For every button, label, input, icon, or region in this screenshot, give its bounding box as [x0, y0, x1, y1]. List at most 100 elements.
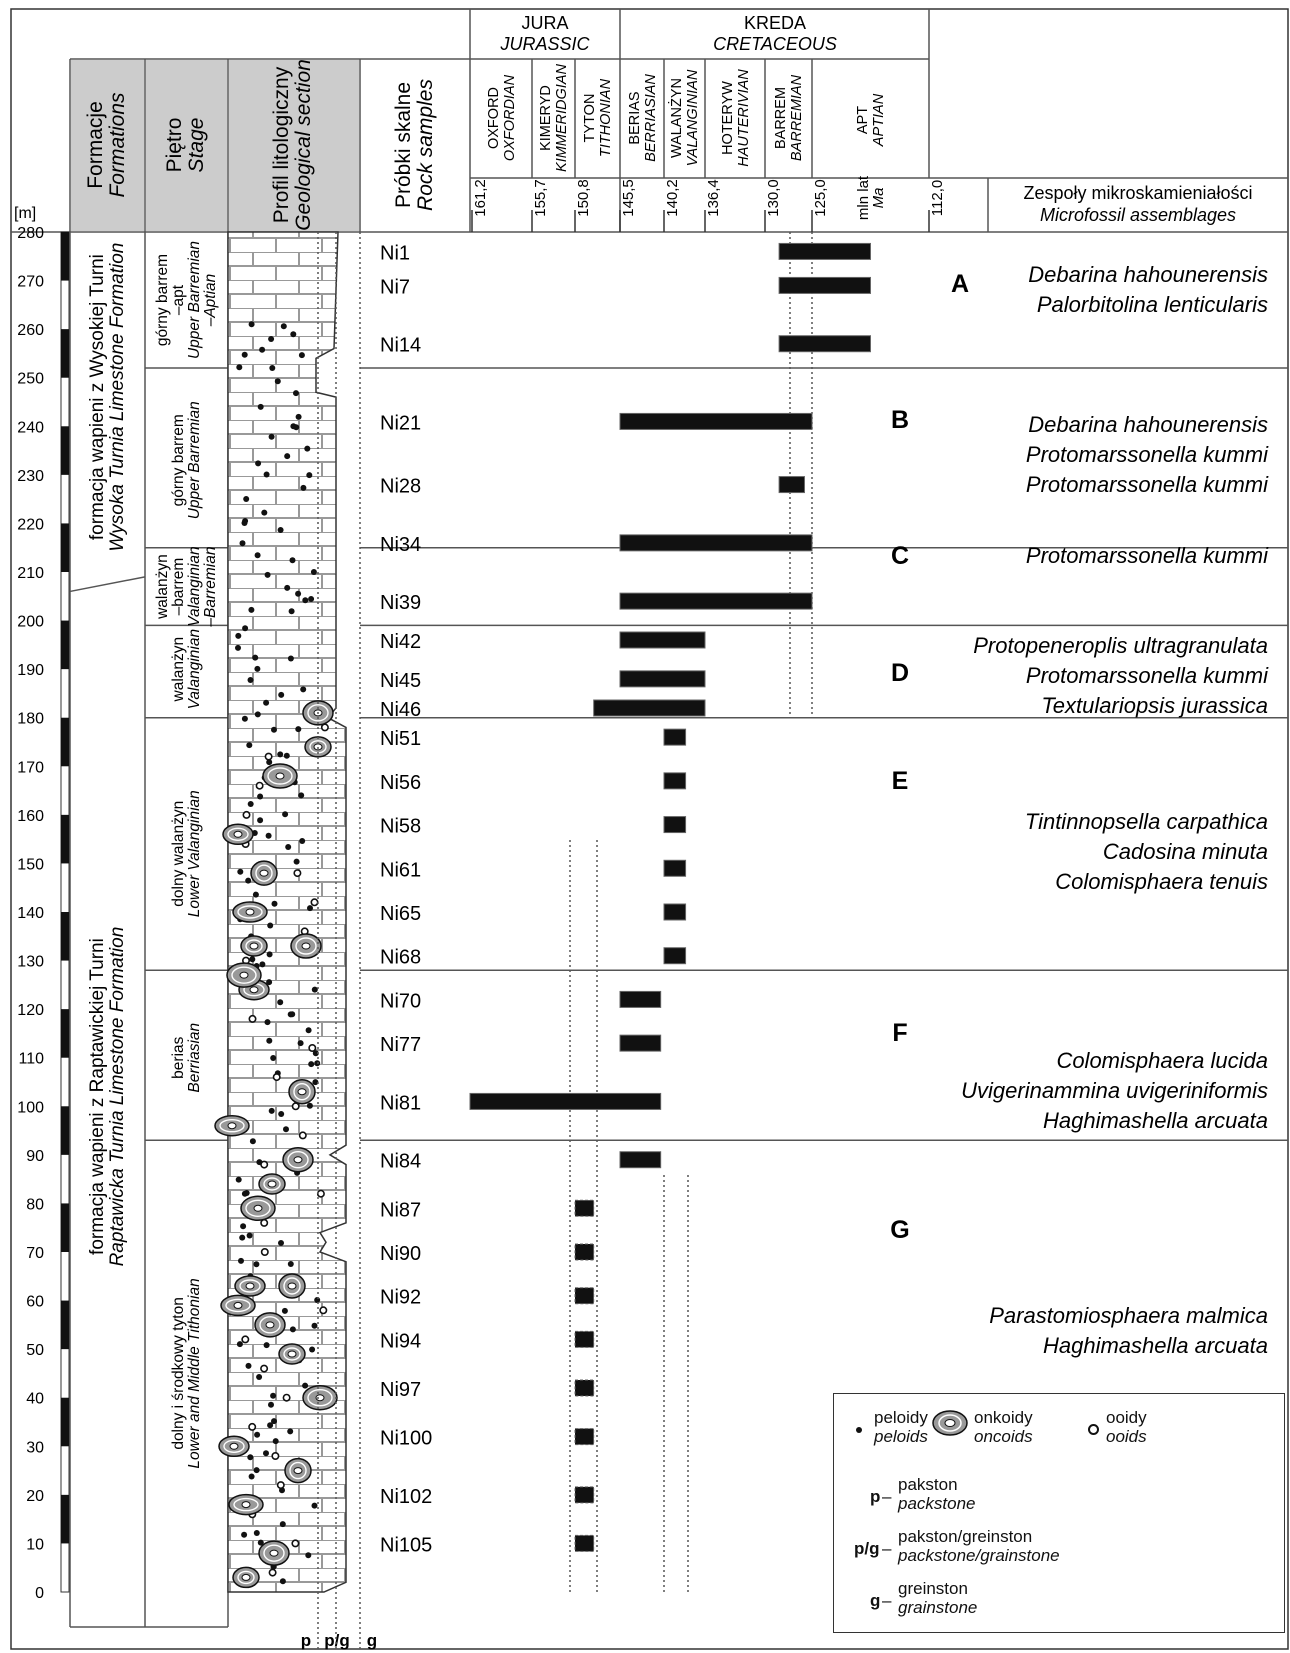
oncoid [288, 1078, 316, 1105]
oncoid-ring [293, 1083, 311, 1101]
ooid [310, 898, 319, 907]
peloid-dot [254, 711, 261, 718]
age-label-group: 112,0 [929, 180, 946, 216]
sample-label: Ni34 [380, 534, 421, 556]
peloid-dot [305, 1552, 312, 1559]
peloid-dot [266, 979, 273, 986]
peloid-dot [239, 1234, 246, 1241]
depth-bar-segment [61, 912, 69, 961]
stage-unit-line: walanżyn [154, 554, 171, 620]
sample-label: Ni84 [380, 1151, 421, 1173]
range-bar [619, 631, 706, 649]
taxon-name: Protopeneroplis ultragranulata [973, 633, 1268, 658]
oncoid-core [241, 1501, 251, 1509]
peloid-dot [287, 1428, 294, 1435]
stage-header-1: KIMERYD KIMMERIDGIAN [538, 63, 570, 171]
stage-header-4: WALANŻYN VALANGINIAN [667, 69, 701, 166]
sample-label: Ni7 [380, 276, 410, 298]
ooid [248, 1422, 257, 1431]
oncoid-ring [287, 1151, 309, 1169]
oncoid [214, 1114, 250, 1137]
ooid [282, 1393, 291, 1402]
peloid-dot [253, 1530, 260, 1536]
range-bar [619, 412, 813, 430]
taxon-name: Colomisphaera lucida [1056, 1048, 1268, 1073]
stage-unit-line: górny barrem [154, 254, 171, 346]
depth-tick-label: 240 [17, 419, 44, 436]
ooid-symbol-icon [1088, 1424, 1099, 1435]
legend-p-code: p [870, 1487, 881, 1506]
depth-tick-label: 130 [17, 954, 44, 971]
peloid-dot [314, 1060, 321, 1067]
peloid-dot [310, 569, 317, 575]
peloid-dot [271, 1418, 277, 1425]
peloid-dot [311, 1502, 318, 1509]
peloid-dot [302, 597, 309, 604]
peloid-dot [259, 961, 266, 968]
oncoid-core [253, 1204, 263, 1212]
peloid-dot [247, 677, 254, 683]
legend-pg-pl: pakston/greinston [898, 1527, 1033, 1546]
stage-header-2: TYTON TITHONIAN [582, 78, 614, 157]
formation-raptawicka: formacja wapieni z Raptawickiej Turni Rap… [87, 927, 128, 1267]
stage-name-pl: BARREM [773, 87, 789, 149]
oncoid-core [249, 986, 259, 994]
sample-label: Ni105 [380, 1534, 432, 1556]
peloid-dot [263, 1342, 270, 1349]
age-label: 150,8 [575, 179, 592, 217]
stage-name-pl: TYTON [582, 94, 598, 143]
age-label: 145,5 [620, 179, 637, 217]
range-bar [619, 670, 706, 688]
formation-wysoka: formacja wapieni z Wysokiej Turni Wysoka … [87, 243, 128, 552]
sample-label: Ni87 [380, 1199, 421, 1221]
oncoid-core [245, 908, 255, 916]
stage-age-headers: OXFORD OXFORDIAN KIMERYD KIMMERIDGIAN TYTON T… [486, 63, 887, 171]
oncoid [228, 1493, 264, 1516]
peloid-dot [308, 596, 315, 602]
samples-header-line: Rock samples [414, 79, 437, 211]
age-unit-pl: mln lat [855, 175, 872, 220]
taxon-name: Protomarssonella kummi [1026, 663, 1269, 688]
peloid-dot [247, 801, 254, 807]
depth-tick-label: 180 [17, 711, 44, 728]
peloid-dot [255, 460, 262, 467]
age-label: 112,0 [929, 180, 946, 216]
peloid-dot [287, 1261, 294, 1267]
stage-header-5: HOTERYW HAUTERIVIAN [720, 69, 752, 167]
oncoid-ring [237, 1570, 255, 1585]
header-grid [11, 9, 1288, 1627]
peloid-dot [240, 1223, 247, 1230]
peloid-dot [279, 1521, 286, 1528]
oncoid-core [265, 1321, 275, 1329]
range-bar [778, 242, 871, 260]
formation-name-en: Raptawicka Turnia Limestone Formation [107, 927, 128, 1267]
peloid-dot [277, 527, 284, 533]
depth-bar-segment [61, 814, 69, 864]
oncoid-ring [263, 1544, 285, 1562]
ooid [319, 1306, 328, 1315]
sample-label: Ni14 [380, 335, 421, 357]
stage-header-line: Piętro [163, 118, 186, 173]
legend-g-code: g [870, 1591, 881, 1610]
figure-frame [10, 8, 1289, 1650]
legend-packstone-en: packstone [898, 1494, 976, 1513]
stage-unit-line: –Barremian [202, 547, 219, 628]
sample-label: Ni92 [380, 1287, 421, 1309]
taxon-name: Haghimashella arcuata [1043, 1333, 1268, 1358]
peloid-dot [252, 891, 259, 898]
range-bar [778, 335, 871, 353]
peloid-dot [293, 390, 299, 397]
oncoid-core [241, 1573, 251, 1581]
oncoid-ring [225, 1298, 251, 1313]
sample-label: Ni90 [380, 1243, 421, 1265]
oncoid-ring [263, 1177, 281, 1191]
peloid-dot [283, 752, 290, 759]
stage-name-en: APTIAN [871, 93, 887, 147]
texture-code: p/g [324, 1631, 350, 1650]
age-ticks: 161,2 155,7 150,8 145,5 140,2 136,4 130,0 125,0… [471, 175, 946, 232]
legend-oncoids-en: oncoids [974, 1427, 1033, 1446]
oncoid-core [233, 830, 243, 838]
ooid [264, 752, 273, 761]
